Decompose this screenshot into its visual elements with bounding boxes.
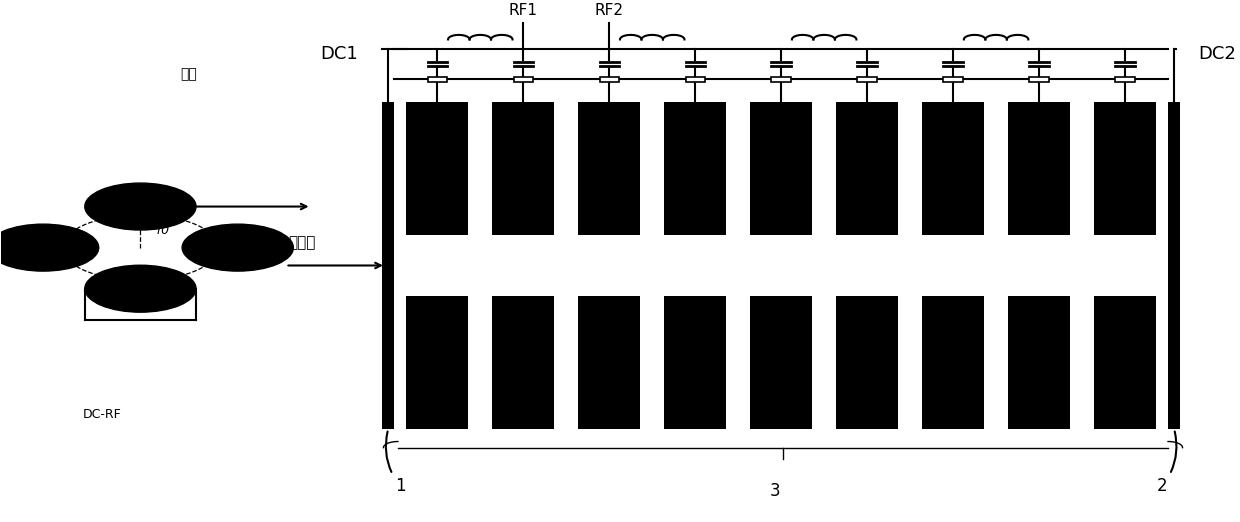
Bar (923, 296, 985, 429)
Text: 3: 3 (770, 482, 780, 501)
Bar (492, 296, 554, 429)
Bar (1094, 102, 1156, 235)
Bar (407, 296, 469, 429)
Bar (600, 77, 619, 81)
Text: 1: 1 (386, 432, 405, 495)
Bar (1115, 77, 1135, 81)
Text: RF2: RF2 (595, 3, 624, 18)
Bar (750, 296, 812, 429)
Bar (382, 102, 394, 429)
Text: RF1: RF1 (508, 3, 538, 18)
Text: r0: r0 (156, 224, 170, 238)
Bar (1008, 102, 1070, 235)
Text: 剥开: 剥开 (180, 67, 197, 81)
Bar (665, 296, 727, 429)
Bar (923, 102, 985, 235)
Bar (578, 296, 640, 429)
Text: DC-RF: DC-RF (82, 408, 122, 421)
Text: DC+RF: DC+RF (26, 241, 71, 254)
Bar (407, 102, 469, 235)
Bar (771, 77, 791, 81)
Bar (1094, 296, 1156, 429)
Bar (858, 77, 877, 81)
Bar (1029, 77, 1049, 81)
Bar (492, 102, 554, 235)
Bar (944, 77, 962, 81)
Bar (578, 102, 640, 235)
Bar (1008, 296, 1070, 429)
Circle shape (84, 265, 196, 312)
Circle shape (182, 224, 294, 271)
Bar (665, 102, 727, 235)
Bar (836, 102, 898, 235)
Bar (750, 102, 812, 235)
Circle shape (0, 224, 99, 271)
Bar (513, 77, 533, 81)
Text: 2: 2 (1157, 432, 1177, 495)
Text: DC1: DC1 (320, 45, 358, 63)
Bar (686, 77, 704, 81)
Bar (1168, 102, 1180, 429)
Text: DC2: DC2 (1198, 45, 1236, 63)
Bar (428, 77, 446, 81)
Text: 离子束: 离子束 (289, 235, 316, 250)
Circle shape (84, 183, 196, 230)
Bar (836, 296, 898, 429)
